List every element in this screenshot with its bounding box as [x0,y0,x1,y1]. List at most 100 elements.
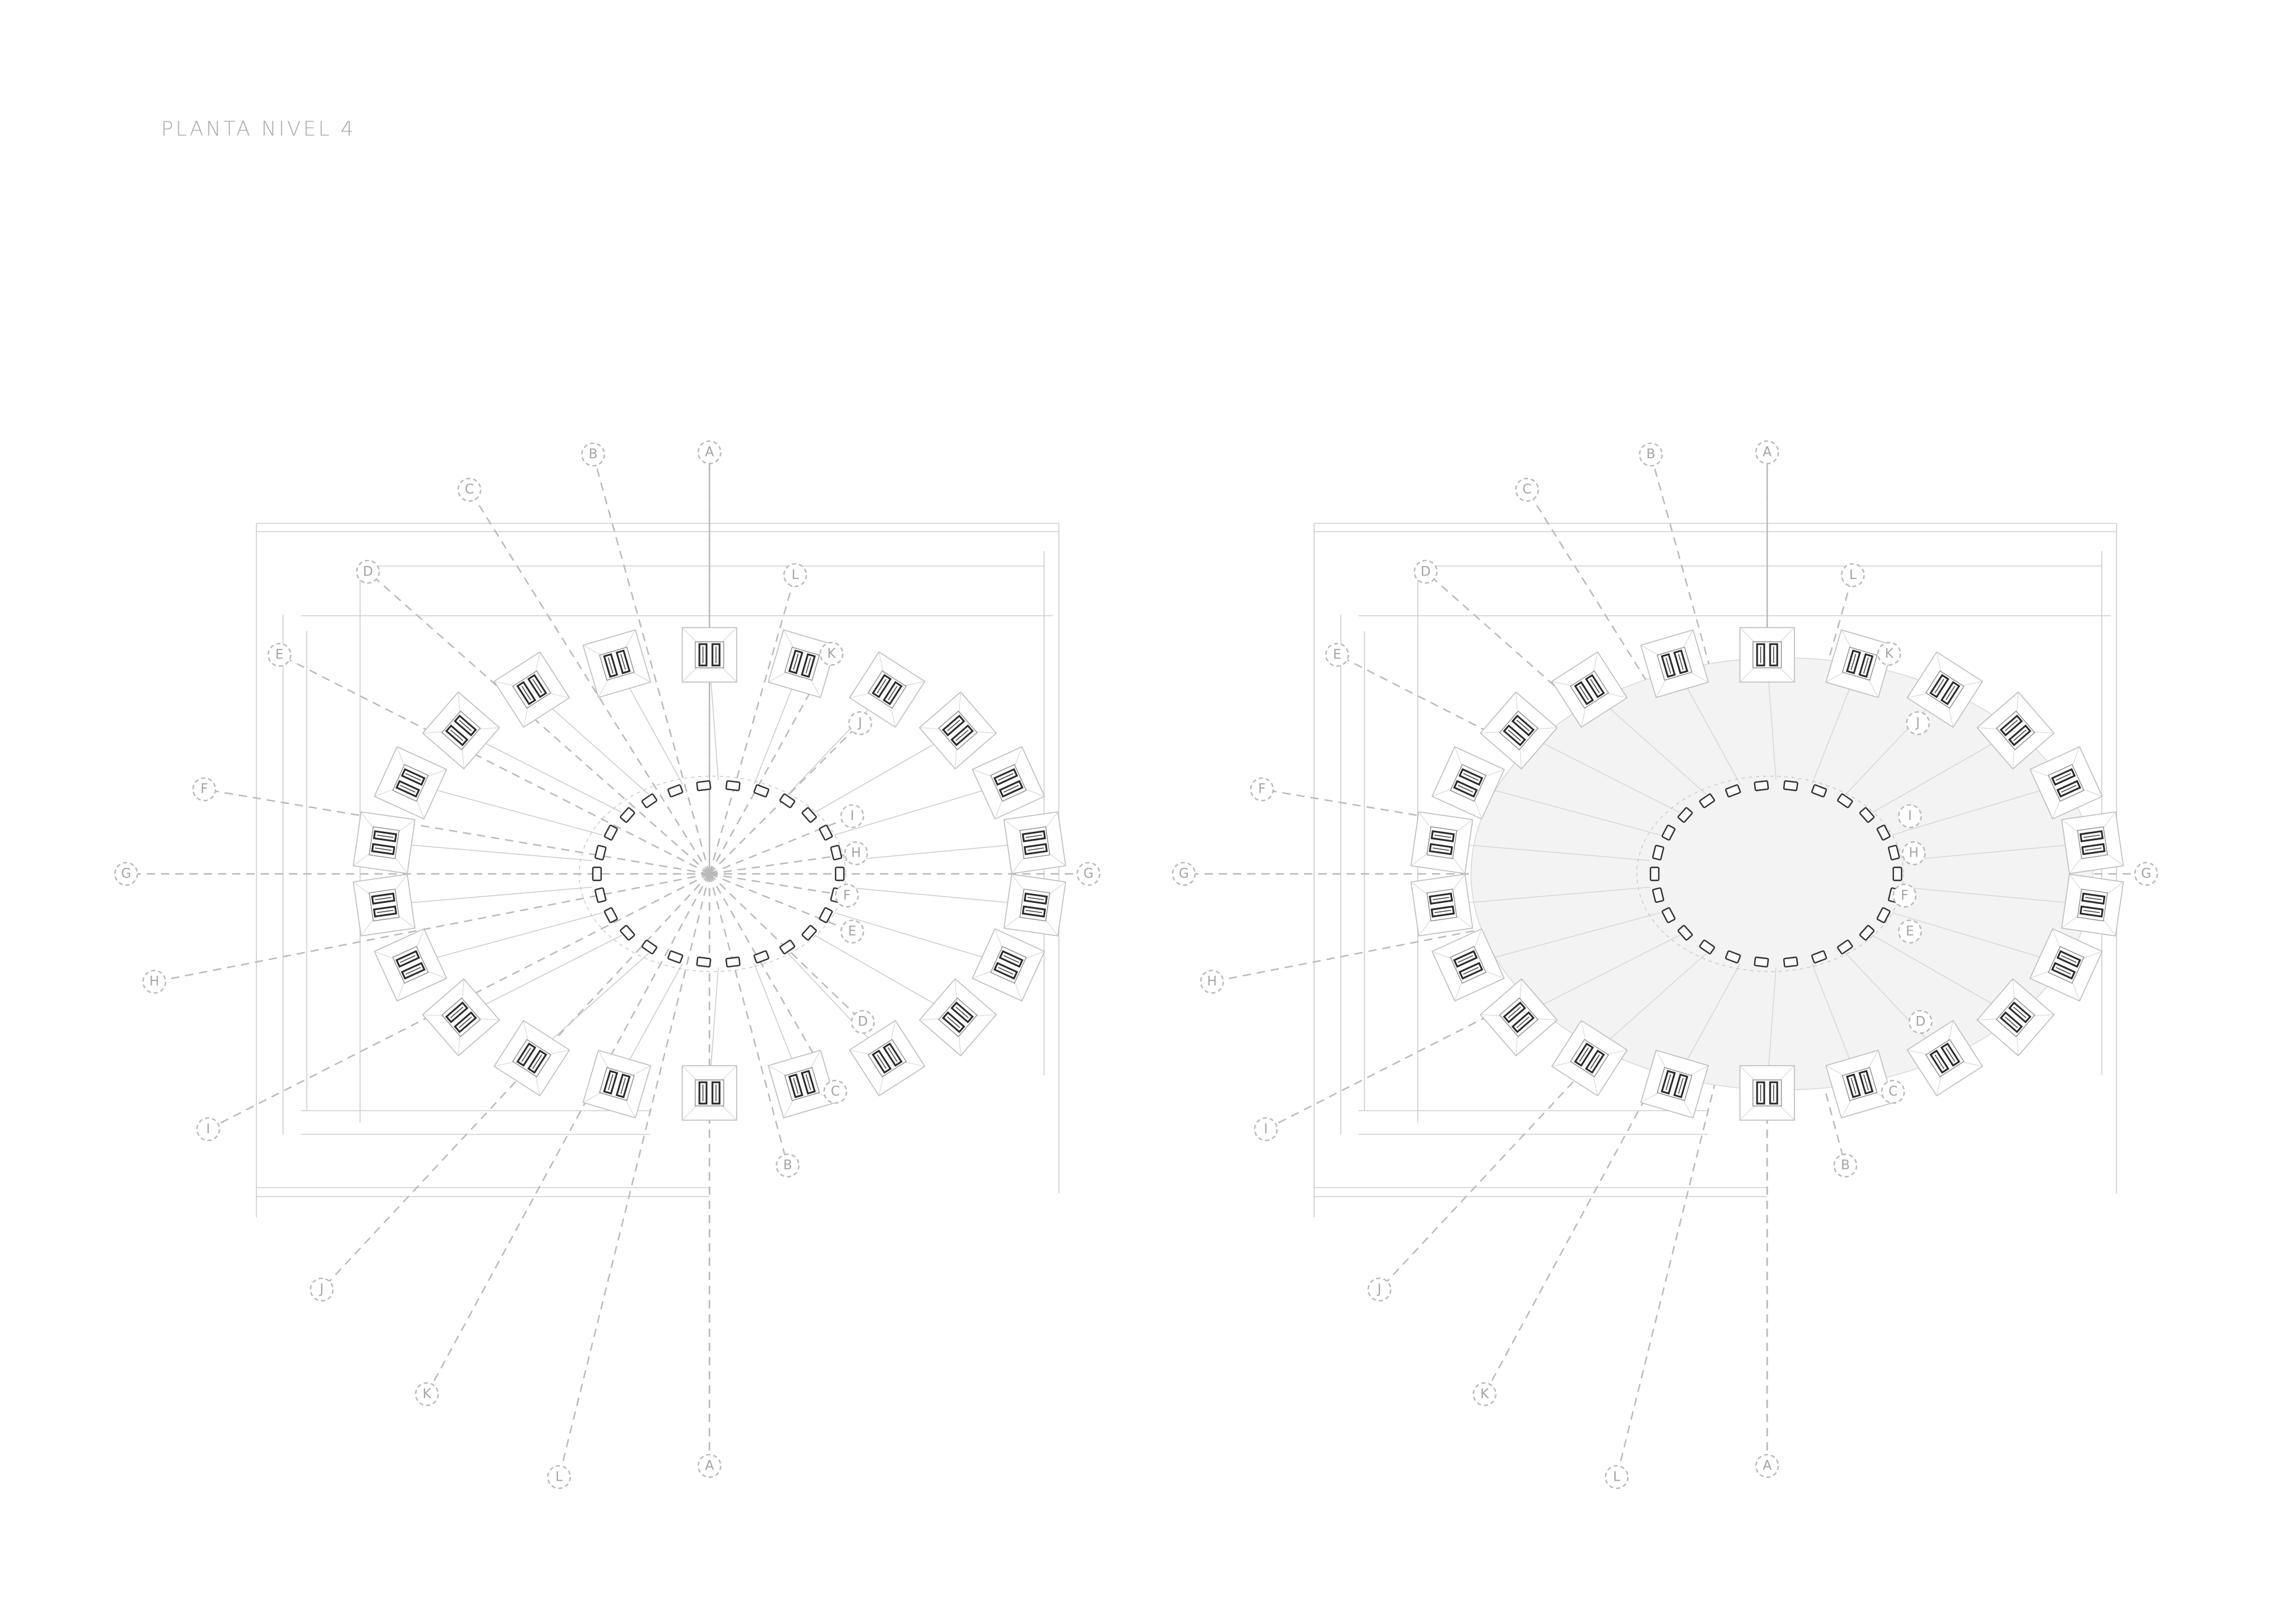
grid-axis-line [709,815,853,875]
pier [2029,746,2103,820]
pier [1825,1049,1894,1119]
inner-column [1754,780,1770,792]
column-detail [1025,834,1042,838]
pier-body [512,670,551,709]
radial-beam [1677,670,1741,784]
column-detail [405,773,421,781]
axis-bubble-label: I [1908,809,1912,824]
axis-bubble-label: F [1901,888,1909,903]
axis-bubble-label: F [1258,782,1266,797]
axis-bubble [457,478,481,502]
inner-column [725,780,741,792]
pier [1003,873,1067,937]
column-detail [2061,955,2077,963]
inner-column [603,907,618,924]
axis-bubble-label: E [848,924,856,939]
column-detail [458,719,472,732]
radial-beam [1526,734,1680,813]
pier [1640,1049,1709,1119]
radial-beam [786,952,882,1053]
pier-body [368,826,400,860]
inner-column [1859,925,1875,941]
pier-body [1925,1038,1965,1078]
radial-beam [419,785,603,836]
radial-beam [1594,952,1708,1053]
axis-bubble [1892,883,1917,908]
outer-piers [352,627,1067,1121]
axis-bubble [783,563,807,587]
radial-beam [1892,912,2057,963]
column-detail [955,1006,969,1018]
axis-bubble-label: L [1613,1469,1621,1484]
inner-ring-guide [1636,776,1904,972]
pier [1640,629,1709,699]
inner-column [818,907,833,924]
inner-column [667,784,683,797]
inner-column [779,940,795,954]
axis-bubble-label: H [851,846,861,861]
radial-beam [844,886,1025,905]
radial-beam [1844,694,1940,796]
column-detail [1003,955,1019,963]
pier [582,629,651,699]
radial-beam [1892,785,2057,836]
inner-column [1661,907,1676,924]
grid-axis-line [321,873,710,1290]
axis-bubble-label: G [1178,867,1189,882]
axis-bubble-label: J [857,716,862,731]
axis-bubble [834,883,859,908]
column-detail [888,686,898,700]
inner-column [753,784,770,797]
radial-beam [814,734,951,813]
axis-bubble-label: E [1333,647,1341,662]
column-detail [521,686,531,700]
pier-body [938,997,978,1037]
column-detail [1665,1074,1671,1091]
axis-bubble [819,642,844,666]
pier-body [1499,997,1539,1037]
pier-body [1426,826,1457,860]
inner-column [1677,807,1693,823]
column-detail [2083,834,2100,838]
grid-axis-line [709,873,847,896]
pier-body [392,764,429,802]
axis-bubble [1414,559,1438,584]
axis-bubble [310,1277,334,1302]
radial-beam [468,934,622,1014]
pier [682,627,737,683]
axis-bubble-label: L [792,568,799,583]
inner-column [1649,866,1660,882]
radial-beam [834,912,1000,963]
column-detail [375,847,392,851]
axis-bubble-label: A [1762,1459,1771,1474]
grid-axis-line [592,454,711,874]
axis-bubble-label: G [2141,867,2151,882]
column-detail [608,1074,614,1091]
inner-column [1783,956,1799,968]
inner-column [1661,824,1676,841]
radial-beam [1902,886,2083,905]
column-detail [1434,834,1452,838]
column-detail [2013,1006,2027,1018]
grid-axis-line [204,789,710,875]
column-detail [1589,1054,1600,1069]
column-detail [947,719,961,732]
pier [1479,691,1558,770]
column-detail [1508,1006,1521,1018]
grid-axis-line [708,873,789,1166]
pier-body [2077,826,2108,860]
axis-bubble-label: B [783,1158,792,1173]
inner-column [1725,950,1741,964]
inner-column [594,887,607,903]
pier [2061,873,2124,937]
column-detail [1457,784,1473,793]
axis-bubble [1076,861,1101,886]
pier [1410,873,1473,937]
axis-bubble-label: D [1421,564,1431,579]
column-detail [1579,686,1589,700]
inner-ring [1636,776,1904,972]
column-detail [377,834,394,838]
axis-bubble [114,861,139,886]
axis-bubble [1897,919,1922,944]
radial-beams [394,661,1025,1086]
